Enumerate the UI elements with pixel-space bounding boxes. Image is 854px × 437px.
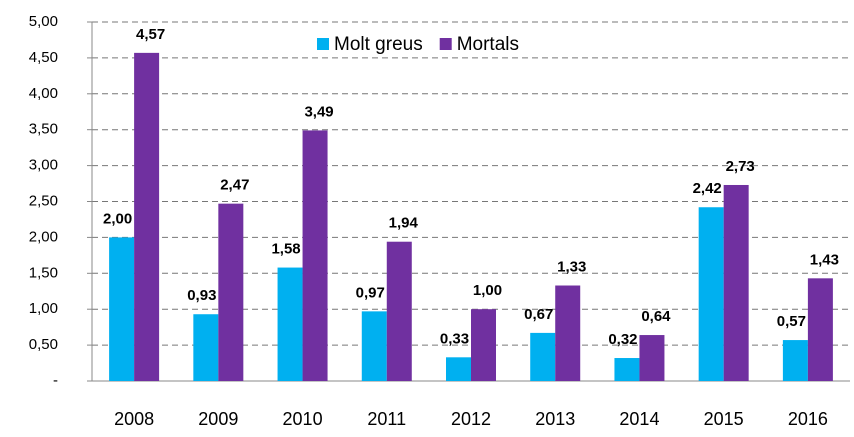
bar [193,314,219,381]
x-tick-label: 2011 [367,409,406,429]
bar [386,241,412,381]
value-label: 2,42 [693,180,722,197]
x-tick-label: 2013 [535,409,575,429]
value-label: 2,00 [103,210,132,227]
value-label: 2,73 [726,158,755,175]
value-label: 1,94 [389,215,419,232]
value-label: 0,64 [641,308,671,325]
legend-label: Mortals [457,34,519,55]
bar [446,357,471,381]
value-label: 1,33 [557,258,586,275]
bar [530,332,556,381]
y-tick-label: - [53,372,58,389]
value-label: 0,33 [440,330,469,347]
y-tick-label: 2,00 [29,228,58,245]
bar [807,278,833,381]
bar [639,335,665,381]
bar [361,311,387,381]
value-label: 2,47 [220,177,249,194]
x-tick-label: 2016 [788,409,828,429]
y-tick-label: 1,50 [29,264,58,281]
value-label: 0,93 [187,287,216,304]
x-tick-label: 2014 [619,409,659,429]
y-tick-label: 4,50 [29,49,58,66]
value-label: 1,43 [810,251,839,268]
value-label: 0,67 [524,306,553,323]
bar [302,130,328,381]
value-label: 3,49 [304,103,333,120]
y-tick-label: 4,00 [29,85,58,102]
y-tick-label: 2,50 [29,192,58,209]
x-tick-label: 2010 [283,409,323,429]
bar [723,184,749,381]
x-tick-label: 2012 [451,409,491,429]
value-label: 0,57 [777,313,806,330]
value-label: 1,58 [271,241,300,258]
x-tick-label: 2008 [114,409,154,429]
bar [471,309,496,381]
y-tick-label: 3,50 [29,121,58,138]
y-tick-label: 5,00 [29,13,58,30]
value-label: 4,57 [136,26,165,43]
bar [555,285,581,381]
y-tick-label: 0,50 [29,336,58,353]
value-label: 1,00 [473,282,502,299]
y-tick-label: 1,00 [29,300,58,317]
x-tick-label: 2009 [198,409,238,429]
legend-swatch [317,38,329,50]
value-label: 0,32 [608,331,637,348]
bar [614,358,640,381]
value-label: 0,97 [356,284,385,301]
x-tick-label: 2015 [704,409,744,429]
bar [218,203,244,381]
legend-swatch [439,38,452,50]
y-tick-label: 3,00 [29,157,58,174]
bar [109,237,135,381]
bar [134,52,160,382]
bar [277,267,303,381]
legend-label: Molt greus [334,34,423,55]
bar [782,340,808,381]
bar [698,207,724,381]
